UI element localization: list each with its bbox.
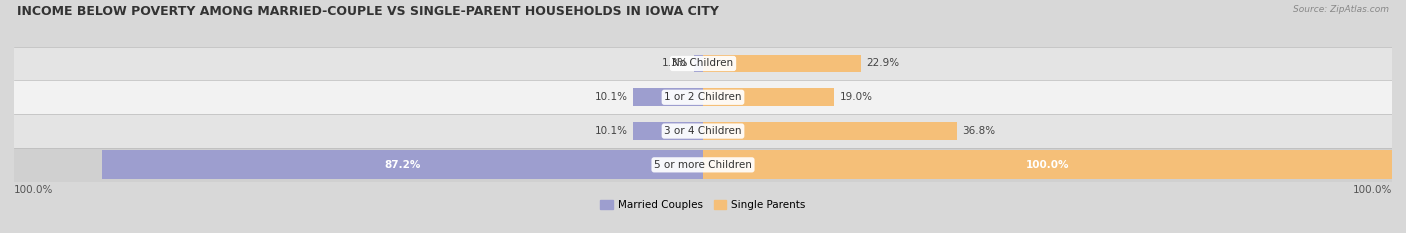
Bar xyxy=(703,55,860,72)
Bar xyxy=(703,122,956,140)
Bar xyxy=(7,114,1399,148)
Text: 10.1%: 10.1% xyxy=(595,126,628,136)
Text: 87.2%: 87.2% xyxy=(384,160,420,170)
Text: 1.3%: 1.3% xyxy=(662,58,689,69)
Legend: Married Couples, Single Parents: Married Couples, Single Parents xyxy=(596,196,810,214)
Bar xyxy=(7,148,1399,182)
Bar xyxy=(7,80,1399,114)
Text: 22.9%: 22.9% xyxy=(866,58,900,69)
Bar xyxy=(634,89,703,106)
Text: 3 or 4 Children: 3 or 4 Children xyxy=(664,126,742,136)
Bar xyxy=(695,55,703,72)
Bar xyxy=(634,122,703,140)
Text: 1 or 2 Children: 1 or 2 Children xyxy=(664,92,742,102)
Text: 100.0%: 100.0% xyxy=(1353,185,1392,195)
Text: INCOME BELOW POVERTY AMONG MARRIED-COUPLE VS SINGLE-PARENT HOUSEHOLDS IN IOWA CI: INCOME BELOW POVERTY AMONG MARRIED-COUPL… xyxy=(17,5,718,18)
Bar xyxy=(703,151,1392,179)
Text: 100.0%: 100.0% xyxy=(14,185,53,195)
Text: 36.8%: 36.8% xyxy=(962,126,995,136)
Bar xyxy=(7,47,1399,80)
Text: 10.1%: 10.1% xyxy=(595,92,628,102)
Bar xyxy=(103,151,703,179)
Text: Source: ZipAtlas.com: Source: ZipAtlas.com xyxy=(1294,5,1389,14)
Text: 5 or more Children: 5 or more Children xyxy=(654,160,752,170)
Bar xyxy=(703,89,834,106)
Text: 19.0%: 19.0% xyxy=(839,92,872,102)
Text: 100.0%: 100.0% xyxy=(1026,160,1069,170)
Text: No Children: No Children xyxy=(672,58,734,69)
